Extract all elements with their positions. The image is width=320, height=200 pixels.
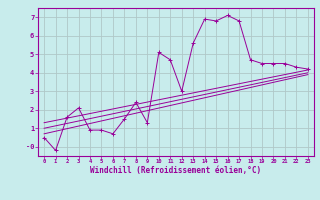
X-axis label: Windchill (Refroidissement éolien,°C): Windchill (Refroidissement éolien,°C) bbox=[91, 166, 261, 175]
